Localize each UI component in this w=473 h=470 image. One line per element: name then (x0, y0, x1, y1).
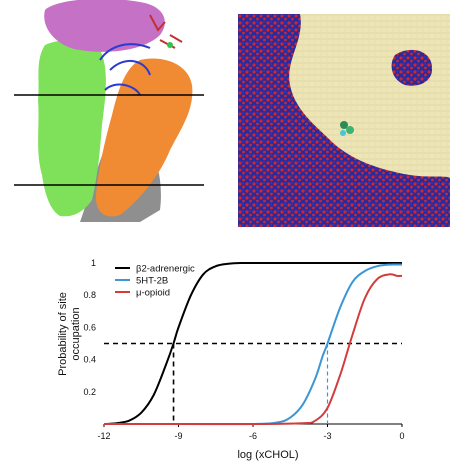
ligand-green-atom (167, 42, 173, 48)
x-tick-label: -9 (174, 431, 182, 441)
x-tick-label: -3 (323, 431, 331, 441)
legend-label-0: β2-adrenergic (136, 264, 195, 275)
y-tick-label: 0.6 (83, 322, 96, 332)
x-tick-label: -6 (249, 431, 257, 441)
y-ticks: 0.2 0.4 0.6 0.8 1 (83, 258, 96, 397)
x-tick-label: -12 (97, 431, 110, 441)
y-tick-label: 0.4 (83, 355, 96, 365)
membrane-snapshot-panel (238, 14, 450, 227)
series-layer (103, 261, 403, 426)
cholesterol-domain (238, 14, 450, 227)
legend-label-1: 5HT-2B (136, 276, 168, 287)
protein-surface-panel (14, 0, 204, 222)
bound-molecule (340, 121, 354, 136)
protein-backbone-trace (99, 43, 151, 96)
cholesterol-island (391, 49, 433, 86)
occupancy-chart: -12 -9 -6 -3 0 0.2 0.4 0.6 0.8 1 log (xCHOL) Pro… (57, 258, 405, 461)
y-tick-label: 0.2 (83, 387, 96, 397)
series-line-0 (103, 261, 402, 425)
x-ticks: -12 -9 -6 -3 0 (97, 424, 405, 441)
reference-lines (104, 342, 402, 424)
y-tick-label: 0.8 (83, 290, 96, 300)
series-line-2 (104, 273, 403, 426)
x-axis-label: log (xCHOL) (237, 449, 298, 461)
protein-orange-helix (95, 58, 193, 217)
protein-green-helix (38, 40, 106, 217)
protein-magenta-cap (44, 0, 165, 52)
y-axis-label: Probability of siteoccupation (57, 292, 82, 376)
y-tick-label: 1 (91, 258, 96, 268)
x-tick-label: 0 (399, 431, 404, 441)
legend-label-2: μ-opioid (136, 288, 170, 299)
